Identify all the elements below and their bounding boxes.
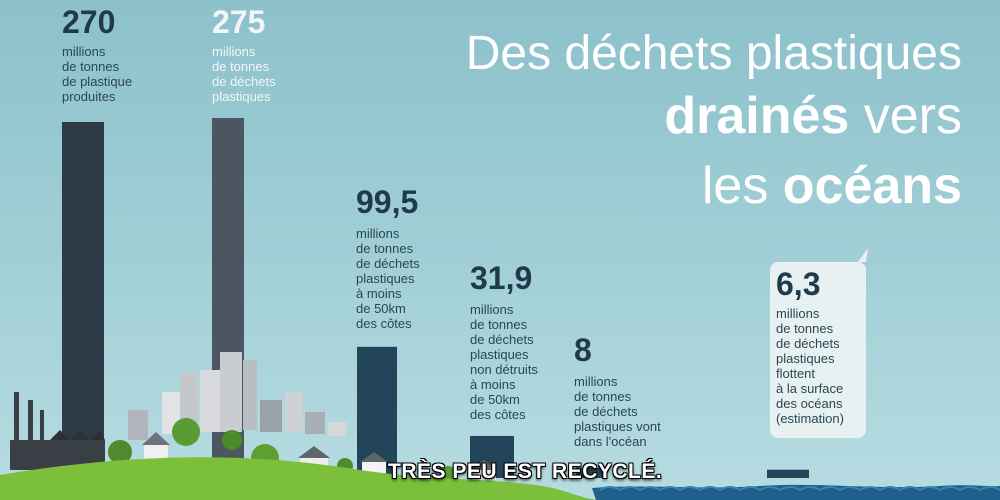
title-word-the: les [701,157,783,215]
subtitle-caption: TRÈS PEU EST RECYCLÉ. [388,460,663,483]
title-line-2: drainés vers [664,90,962,142]
speech-bubble [770,248,868,438]
bar-value-into-ocean: 8 [574,332,592,368]
bar-desc-mismanaged: millions de tonnes de déchets plastiques… [470,302,538,422]
bar-floating [767,469,809,478]
city-skyline [10,352,498,482]
grass-hill [0,457,600,500]
bar-desc-waste: millions de tonnes de déchets plastiques [212,44,276,104]
bar-value-floating: 6,3 [776,266,821,302]
title-emphasis-oceans: océans [782,157,962,215]
bar-value-produced: 270 [62,4,116,40]
bar-desc-coastal-waste: millions de tonnes de déchets plastiques… [356,226,420,331]
ocean-waves [599,486,1000,492]
bar-desc-into-ocean: millions de tonnes de déchets plastiques… [574,374,661,449]
bar-value-coastal-waste: 99,5 [356,184,419,220]
bar-desc-floating: millions de tonnes de déchets plastiques… [776,306,844,426]
bar-desc-produced: millions de tonnes de plastique produite… [62,44,133,104]
bar-value-waste: 275 [212,4,266,40]
bar-into-ocean [576,467,606,478]
bar-produced [62,122,104,478]
title-line-3: les océans [702,160,962,212]
bar-value-mismanaged: 31,9 [470,260,533,296]
title-word-towards: vers [849,87,962,145]
title-emphasis-drained: drainés [664,87,850,145]
title-line-1: Des déchets plastiques [465,27,962,80]
